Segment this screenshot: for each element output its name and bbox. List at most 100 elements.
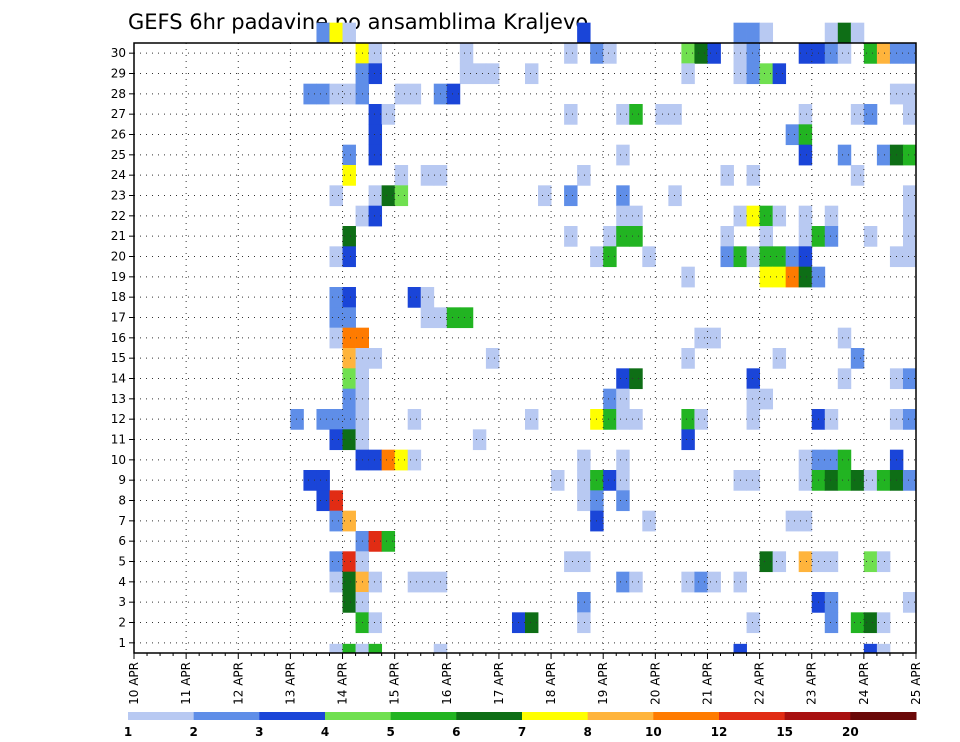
heatmap-cell <box>902 43 917 64</box>
heatmap-cell <box>368 185 383 207</box>
y-tick-label: 25 <box>111 148 126 162</box>
heatmap-cell <box>798 124 813 146</box>
heatmap-cell <box>759 63 774 85</box>
heatmap-cell <box>746 409 760 430</box>
legend-label: 2 <box>189 725 197 739</box>
heatmap-cell <box>342 327 356 349</box>
legend-swatch <box>193 712 260 720</box>
heatmap-cell <box>902 409 917 430</box>
y-axis-ticks: 1234567891011121314151617181920212223242… <box>111 46 134 650</box>
heatmap-cell <box>329 571 343 593</box>
heatmap-cell <box>616 571 630 593</box>
heatmap-cell <box>329 185 343 207</box>
heatmap-cell <box>564 226 578 247</box>
x-tick-label: 18 APR <box>544 662 558 705</box>
heatmap-cell <box>876 144 891 166</box>
heatmap-cell <box>863 226 878 247</box>
heatmap-cell <box>368 205 383 227</box>
heatmap-cell <box>616 205 630 227</box>
heatmap-cell <box>616 104 630 125</box>
heatmap-cell <box>902 144 917 166</box>
heatmap-cell <box>681 43 695 64</box>
heatmap-cell <box>603 246 617 268</box>
heatmap-cell <box>707 43 721 64</box>
y-tick-label: 21 <box>111 229 126 243</box>
heatmap-cell <box>329 22 343 44</box>
heatmap-cell <box>707 327 721 349</box>
heatmap-cell <box>902 83 917 105</box>
heatmap-cell <box>759 388 774 410</box>
heatmap-cell <box>381 449 396 471</box>
heatmap-cell <box>433 643 448 654</box>
heatmap-cell <box>863 643 878 654</box>
legend-swatch <box>784 712 851 720</box>
heatmap-cell <box>603 388 617 410</box>
heatmap-cell <box>694 409 708 430</box>
color-legend: 1 2 3 4 5 6 7 8 10 12 15 20 <box>124 712 917 739</box>
heatmap-cell <box>746 22 760 44</box>
legend-swatch <box>390 712 457 720</box>
y-tick-label: 9 <box>118 473 126 487</box>
heatmap-cell <box>342 144 356 166</box>
x-tick-label: 22 APR <box>753 662 767 705</box>
y-tick-label: 7 <box>118 514 126 528</box>
y-tick-label: 30 <box>111 46 126 60</box>
heatmap-cell <box>824 470 839 491</box>
heatmap-cell <box>342 368 356 390</box>
heatmap-cell <box>342 287 356 308</box>
heatmap-cell <box>342 348 356 369</box>
heatmap-cell <box>681 429 695 451</box>
heatmap-cell <box>577 592 591 613</box>
heatmap-cell <box>577 470 591 491</box>
heatmap-cell <box>551 470 565 491</box>
heatmap-cell <box>863 551 878 573</box>
x-tick-label: 19 APR <box>596 662 610 705</box>
heatmap-cell <box>681 63 695 85</box>
y-tick-label: 6 <box>118 534 126 548</box>
heatmap-cell <box>720 246 734 268</box>
heatmap-cell <box>746 165 760 186</box>
heatmap-cell <box>759 205 774 227</box>
x-tick-label: 20 APR <box>648 662 662 705</box>
heatmap-cell <box>446 307 461 329</box>
x-tick-label: 13 APR <box>283 662 297 705</box>
y-tick-label: 27 <box>111 107 126 121</box>
heatmap-cell <box>850 22 865 44</box>
x-tick-label: 23 APR <box>805 662 819 705</box>
x-axis-ticks: 10 APR 11 APR 12 APR 13 APR 14 APR 15 APR 16 A… <box>127 653 923 705</box>
heatmap-cell <box>394 185 409 207</box>
heatmap-cell <box>394 165 409 186</box>
heatmap-cell <box>616 144 630 166</box>
heatmap-cell <box>837 368 852 390</box>
y-tick-label: 8 <box>118 494 126 508</box>
heatmap-cell <box>303 470 317 491</box>
legend-swatch <box>325 712 392 720</box>
y-tick-label: 15 <box>111 351 126 365</box>
heatmap-cell <box>329 510 343 532</box>
y-tick-label: 1 <box>118 636 126 650</box>
heatmap-cell <box>525 409 539 430</box>
heatmap-cell <box>785 124 800 146</box>
heatmap-cell <box>368 612 383 634</box>
heatmap-cell <box>668 185 682 207</box>
heatmap-cell <box>837 144 852 166</box>
heatmap-cell <box>407 409 422 430</box>
heatmap-cell <box>355 643 369 654</box>
legend-swatch <box>522 712 589 720</box>
legend-label: 4 <box>321 725 329 739</box>
heatmap-cell <box>902 368 917 390</box>
heatmap-cell <box>837 470 852 491</box>
heatmap-cell <box>342 592 356 613</box>
heatmap-cell <box>850 470 865 491</box>
heatmap-cell <box>342 388 356 410</box>
heatmap-cell <box>564 185 578 207</box>
heatmap-cells <box>290 22 917 654</box>
heatmap-cell <box>759 266 774 288</box>
heatmap-cell <box>368 43 383 64</box>
heatmap-cell <box>850 348 865 369</box>
heatmap-cell <box>733 22 747 44</box>
heatmap-cell <box>876 551 891 573</box>
heatmap-cell <box>902 246 917 268</box>
heatmap-cell <box>420 571 435 593</box>
heatmap-cell <box>798 226 813 247</box>
